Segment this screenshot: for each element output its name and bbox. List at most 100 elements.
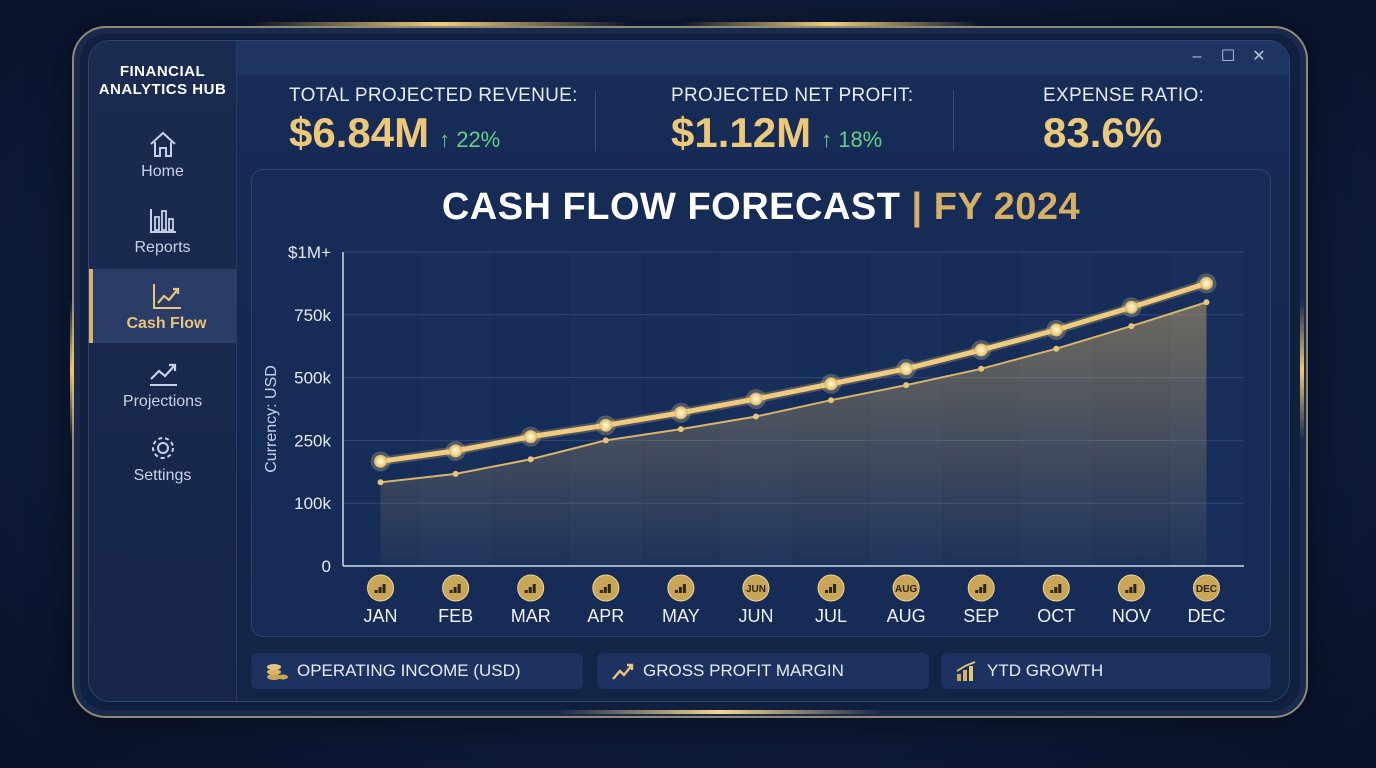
coins-icon	[267, 664, 288, 680]
x-tick-label: FEB	[438, 606, 473, 626]
month-badge-glyph	[678, 587, 682, 593]
card-label: OPERATING INCOME (USD)	[297, 661, 521, 680]
app-title-line: ANALYTICS HUB	[98, 81, 227, 98]
x-tick-label: JAN	[364, 606, 398, 626]
month-badge-glyph	[682, 584, 686, 593]
kpi-title: EXPENSE RATIO:	[1043, 85, 1205, 106]
close-button[interactable]: ✕	[1252, 48, 1266, 65]
month-badge-glyph	[975, 590, 979, 593]
sidebar-item-label: Projections	[122, 393, 203, 410]
y-tick-label: 500k	[294, 369, 331, 388]
maximize-button[interactable]: ☐	[1220, 48, 1236, 65]
chart-title-suffix: | FY 2024	[911, 186, 1081, 228]
month-badge-glyph	[603, 587, 607, 593]
y-axis-label: Currency: USD	[263, 365, 280, 473]
data-point-primary	[974, 343, 988, 357]
month-badge-glyph	[1054, 587, 1058, 593]
data-point-primary	[824, 377, 838, 391]
sidebar-item-projections[interactable]: Projections	[89, 359, 236, 433]
kpi-delta: ↑ 18%	[821, 127, 883, 152]
month-badge-glyph	[453, 587, 457, 593]
app-title-line: FINANCIAL	[119, 63, 206, 80]
x-tick-label: AUG	[887, 606, 926, 626]
x-tick-label: MAY	[662, 606, 700, 626]
month-badge-glyph	[1133, 584, 1137, 593]
x-tick-label: DEC	[1187, 606, 1225, 626]
month-badge-glyph	[829, 587, 833, 593]
data-point-secondary	[1203, 299, 1210, 306]
frame-glow	[1300, 300, 1304, 440]
data-point-primary	[749, 392, 763, 406]
month-badge-glyph	[457, 584, 461, 593]
data-point-secondary	[1128, 323, 1135, 330]
sidebar-item-reports[interactable]: Reports	[89, 205, 236, 279]
month-badge-glyph	[1125, 590, 1129, 593]
data-point-secondary	[752, 413, 759, 420]
chart-title-main: CASH FLOW FORECAST	[441, 186, 901, 228]
month-badge-icon	[892, 574, 920, 602]
x-tick-label: NOV	[1112, 606, 1151, 626]
data-point-secondary	[452, 470, 459, 477]
y-tick-label: 100k	[294, 494, 331, 513]
kpi-title: PROJECTED NET PROFIT:	[671, 85, 914, 106]
data-point-secondary	[1053, 345, 1060, 352]
month-badge-glyph	[983, 584, 987, 593]
x-tick-label: SEP	[963, 606, 999, 626]
month-badge-icon	[1192, 574, 1220, 602]
month-badge-glyph	[1129, 587, 1133, 593]
trend-up-icon	[149, 363, 177, 386]
card-label: YTD GROWTH	[987, 661, 1104, 680]
month-badge-glyph	[1050, 590, 1054, 593]
frame-glow	[680, 22, 980, 26]
app-title: FINANCIAL ANALYTICS HUB	[89, 63, 236, 99]
kpi-value: $6.84M	[289, 109, 430, 156]
operating-income-card[interactable]: OPERATING INCOME (USD)	[251, 653, 583, 689]
main-content: – ☐ ✕ TOTAL PROJECTED REVENUE: $6.84M ↑ 2…	[237, 41, 1289, 701]
sidebar-item-label: Cash Flow	[126, 315, 207, 332]
kpi-net-profit: PROJECTED NET PROFIT: $1.12M ↑ 18%	[671, 85, 1011, 157]
ytd-growth-card[interactable]: YTD GROWTH	[941, 653, 1271, 689]
card-label: GROSS PROFIT MARGIN	[643, 661, 844, 680]
data-point-secondary	[677, 426, 684, 433]
data-point-primary	[374, 454, 388, 468]
data-point-secondary	[527, 456, 534, 463]
month-badge-glyph	[528, 587, 532, 593]
month-badge-glyph	[382, 584, 386, 593]
y-tick-label: 0	[322, 557, 331, 576]
data-point-primary	[674, 406, 688, 420]
sidebar: FINANCIAL ANALYTICS HUB Home Reports	[89, 41, 240, 701]
month-badge-label: DEC	[1196, 584, 1217, 595]
kpi-delta: ↑ 22%	[439, 127, 501, 152]
y-tick-label: $1M+	[288, 243, 331, 262]
month-badge-glyph	[532, 584, 536, 593]
gross-profit-margin-card[interactable]: GROSS PROFIT MARGIN	[597, 653, 929, 689]
month-badge-glyph	[1058, 584, 1062, 593]
sidebar-item-label: Settings	[133, 467, 192, 484]
month-badge-label: AUG	[895, 584, 917, 595]
data-point-primary	[449, 444, 463, 458]
data-point-primary	[599, 418, 613, 432]
sidebar-item-home[interactable]: Home	[89, 129, 236, 203]
chart-panel: CASH FLOW FORECAST | FY 2024 0 100k 250k 50…	[251, 169, 1271, 637]
sidebar-item-label: Home	[141, 163, 184, 180]
trend-up-icon	[612, 663, 634, 680]
frame-glow	[250, 22, 630, 26]
kpi-value: 83.6%	[1043, 109, 1163, 156]
bar-chart-icon	[149, 209, 176, 233]
minimize-button[interactable]: –	[1192, 48, 1202, 65]
sidebar-item-settings[interactable]: Settings	[89, 433, 236, 507]
data-point-primary	[1049, 323, 1063, 337]
month-badge-glyph	[607, 584, 611, 593]
growth-bars-icon	[956, 661, 976, 681]
month-badge-glyph	[674, 590, 678, 593]
series-line-secondary	[380, 301, 1207, 484]
month-badge-glyph	[599, 590, 603, 593]
app-window: FINANCIAL ANALYTICS HUB Home Reports	[88, 40, 1290, 702]
cash-flow-chart: 0 100k 250k 500k 750k $1M+ Currency: USD JAN FEB…	[263, 243, 1244, 626]
data-point-secondary	[978, 365, 985, 372]
month-badge-icon	[742, 574, 770, 602]
month-badge-glyph	[979, 587, 983, 593]
sidebar-item-label: Reports	[134, 239, 191, 256]
sidebar-item-cash-flow[interactable]: Cash Flow	[89, 269, 240, 343]
line-chart-icon	[152, 284, 181, 309]
